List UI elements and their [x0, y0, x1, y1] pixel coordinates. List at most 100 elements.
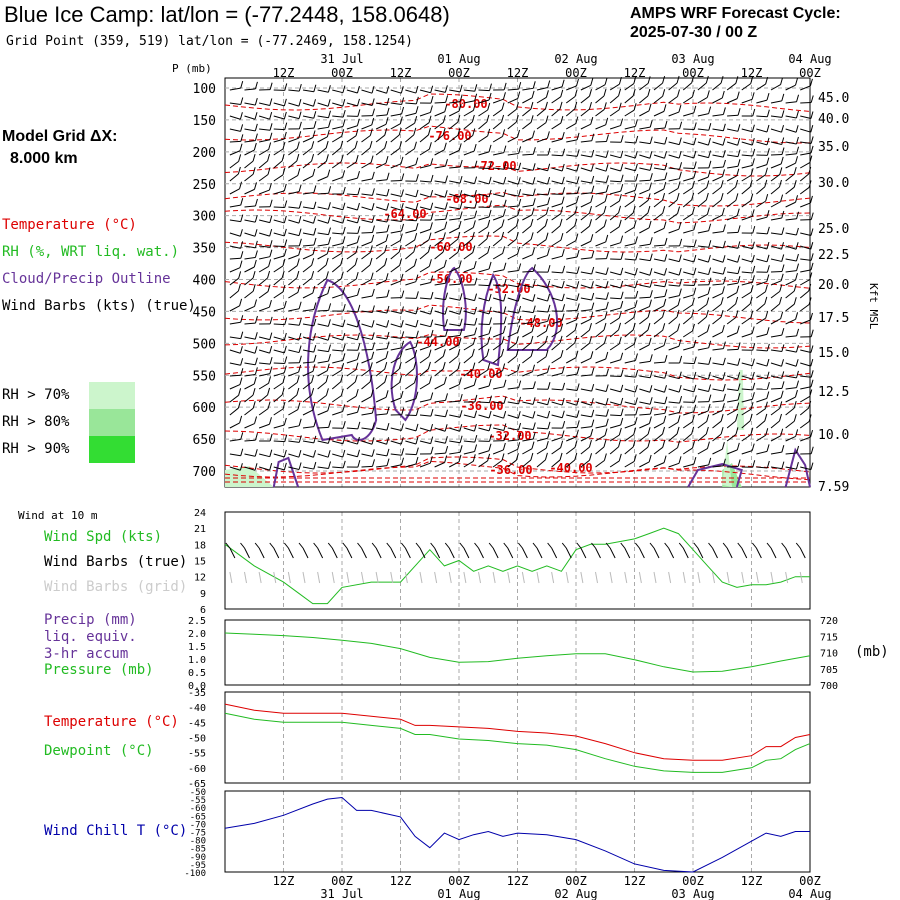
wind-barb-flag [473, 190, 477, 198]
time-tick-label-bottom: 00Z [565, 874, 587, 888]
wind-barb [317, 466, 329, 470]
wind-barb [770, 100, 782, 104]
wind-barb-flag [547, 431, 551, 439]
grid-wind-barb [755, 571, 759, 584]
wind-barb-flag [503, 423, 507, 431]
wind-barb [800, 258, 812, 261]
wind-barb-flag [342, 186, 346, 195]
windchill-tick-label: -60 [190, 804, 206, 814]
wind-barb [449, 267, 460, 273]
time-tick-label-bottom: 12Z [741, 874, 763, 888]
wind-barb [478, 180, 490, 185]
wind-barb-flag [356, 436, 360, 445]
wind-barb [536, 414, 548, 419]
wind-barb [756, 141, 768, 146]
temperature-contour-label: -44.00 [416, 335, 459, 349]
wind-barb [258, 277, 268, 286]
wind-barb [405, 239, 415, 247]
wind-barb-flag [722, 458, 726, 466]
wind-barb-flag [722, 107, 726, 115]
wind-barb-flag [809, 389, 813, 397]
wind-barb [610, 180, 622, 183]
wind-barb-flag [691, 75, 695, 84]
wind-barb [302, 440, 314, 444]
wind-barb-flag [254, 240, 258, 248]
wind-barb [756, 174, 766, 182]
wind-barb-flag [795, 370, 799, 379]
wind-barb [273, 291, 284, 299]
wind-barb [288, 323, 300, 326]
wind-barb-flag [810, 95, 814, 103]
time-tick-label-bottom: 12Z [390, 874, 412, 888]
wind-barb [258, 349, 270, 354]
pressure-tick-label: 400 [193, 274, 216, 289]
wind-barb [536, 297, 548, 302]
wind-barb-flag [474, 176, 478, 184]
temperature-tick-label: -55 [188, 749, 206, 760]
wind-barb-flag [620, 291, 624, 299]
surface-wind-barb [770, 547, 777, 559]
wind-barb [390, 280, 402, 286]
wind-barb-flag [254, 315, 258, 324]
surface-wind-barb [580, 547, 587, 559]
wind-barb-flag [371, 422, 375, 430]
temperature-contour [224, 460, 811, 481]
wind-barb-flag [240, 368, 244, 376]
wind-barb-flag [706, 207, 710, 215]
grid-wind-barb [551, 571, 555, 584]
wind-barb [390, 134, 400, 143]
wind-barb-flag [298, 462, 302, 470]
wind-barb [463, 460, 474, 468]
wind-barb-flag [693, 222, 697, 231]
wind-barb-flag [532, 280, 536, 288]
wind-barb [785, 218, 797, 221]
wind-barb [448, 238, 459, 247]
wind-barb [727, 362, 738, 366]
wind-barb-flag [576, 383, 580, 391]
temperature-contour-label: -68.00 [445, 192, 488, 206]
wind-barb [624, 401, 636, 406]
wind-barb-flag [531, 207, 535, 215]
wind-barb [331, 381, 341, 390]
wind-barb-flag [722, 266, 726, 275]
wind-barb [419, 89, 431, 94]
wind-barb-flag [458, 337, 462, 346]
wind-barb-flag [795, 312, 799, 320]
wind-barb-flag [708, 123, 712, 131]
wind-barb [258, 306, 270, 312]
wind-barb [639, 433, 649, 442]
wind-barb-flag [415, 85, 419, 94]
wind-barb [375, 357, 387, 364]
temperature-contour-label: -80.00 [444, 97, 487, 111]
wind-barb-flag [240, 198, 244, 206]
surface-wind-barb [244, 547, 250, 559]
temperature-contour-label: -60.00 [429, 240, 472, 254]
wind-barb-flag [342, 332, 346, 341]
wind-barb [697, 293, 709, 299]
wind-barb [493, 310, 504, 315]
wind-barb-flag [795, 195, 799, 203]
wind-barb-flag [298, 247, 302, 256]
surface-wind-barb-flag [620, 542, 626, 549]
wind-barb-flag [427, 127, 431, 136]
wind-barb [551, 213, 561, 221]
wind-barb [361, 193, 373, 196]
surface-wind-barb-flag [400, 542, 406, 549]
wind-barb-flag [532, 305, 536, 313]
wind-barb [288, 219, 300, 224]
wind-barb-flag [443, 376, 447, 385]
wind-barb-flag [708, 223, 712, 231]
wind-barb [580, 459, 590, 468]
wind-barb-flag [357, 187, 361, 195]
wind-barb-flag [442, 127, 446, 136]
wind-barb-flag [401, 106, 405, 115]
wind-barb-flag [371, 171, 375, 180]
cloud-outline [442, 266, 467, 331]
wind-barb-flag [240, 97, 244, 105]
wind-barb-flag [780, 77, 784, 85]
wind-barb [785, 245, 797, 250]
wind-barb [785, 128, 797, 133]
wind-barb-flag [561, 410, 565, 418]
wind-barb-flag [591, 419, 595, 427]
wind-barb [785, 232, 797, 236]
